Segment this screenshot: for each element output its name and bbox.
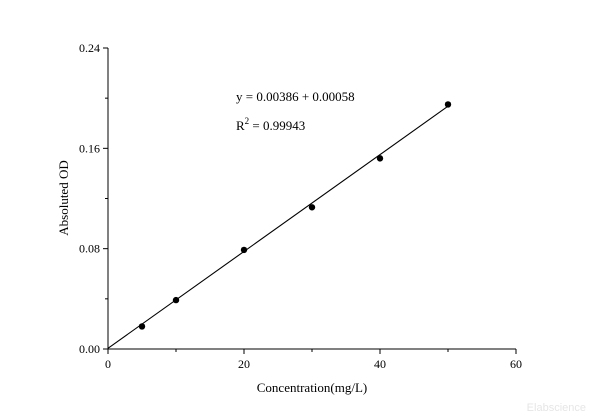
y-tick-label: 0.16 [79, 141, 100, 155]
r-squared-value: = 0.99943 [249, 118, 305, 133]
data-point [376, 155, 384, 162]
equation-annotation: y = 0.00386 + 0.00058 [236, 89, 355, 104]
y-tick-label: 0.24 [79, 41, 100, 55]
x-tick-label: 60 [510, 357, 522, 371]
r-squared-prefix: R [236, 118, 245, 133]
r-squared-annotation: R2 = 0.99943 [236, 116, 305, 133]
data-points [138, 101, 452, 330]
watermark: Elabscience [526, 402, 586, 414]
x-tick-label: 20 [238, 357, 250, 371]
x-tick-label: 40 [374, 357, 386, 371]
data-point [240, 246, 248, 254]
fit-line [107, 105, 449, 349]
y-axis-title: Absoluted OD [56, 160, 71, 235]
data-point [308, 204, 316, 211]
ticks: 0 20 40 60 0.00 0.08 0.16 0.24 [79, 41, 522, 371]
fit-line-group [107, 105, 449, 349]
y-tick-label: 0.08 [79, 242, 100, 256]
x-axis-title: Concentration(mg/L) [257, 380, 367, 395]
data-point [172, 296, 180, 304]
data-point [138, 323, 146, 330]
data-point [444, 101, 452, 108]
x-tick-label: 0 [105, 357, 111, 371]
r-squared-sup: 2 [245, 116, 250, 126]
y-tick-label: 0.00 [79, 342, 100, 356]
